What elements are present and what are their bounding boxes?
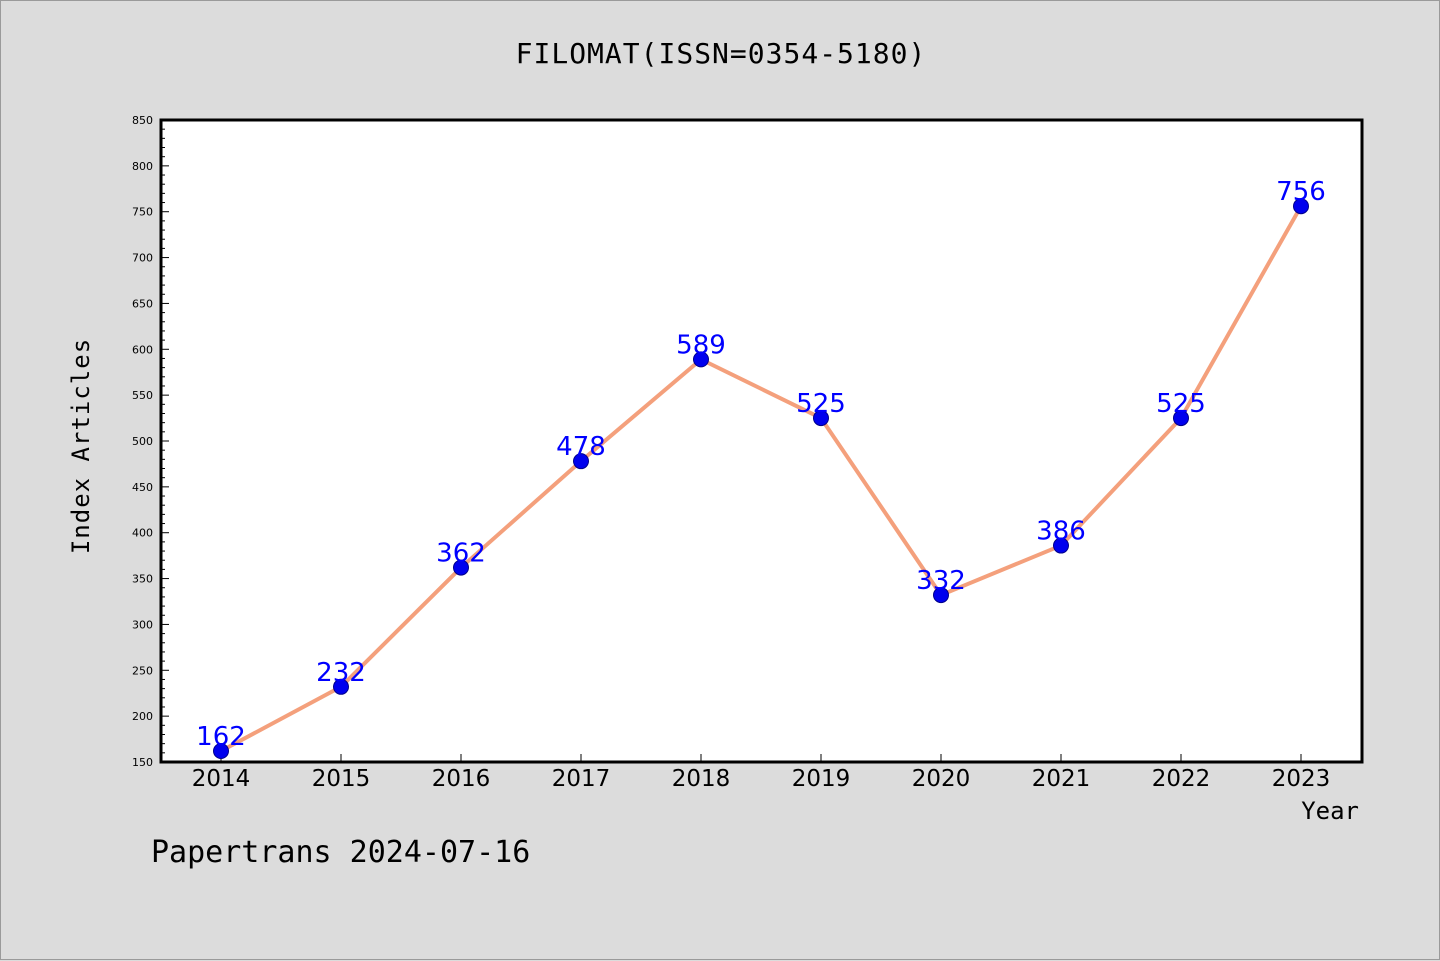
data-point	[573, 453, 589, 470]
y-tick-label: 600	[132, 343, 153, 356]
x-tick-label: 2023	[1272, 766, 1331, 792]
data-label: 232	[316, 658, 366, 688]
data-label: 362	[436, 539, 486, 569]
series-line	[219, 204, 1303, 753]
y-tick-label: 300	[132, 618, 153, 631]
x-tick-label: 2022	[1152, 766, 1211, 792]
y-tick-label: 650	[132, 297, 153, 310]
x-tick-label: 2015	[312, 766, 371, 792]
data-label: 332	[916, 566, 966, 596]
footer-note: Papertrans 2024-07-16	[151, 835, 531, 870]
y-tick-label: 550	[132, 389, 153, 402]
data-point	[1293, 198, 1309, 215]
y-tick-label: 400	[132, 527, 153, 540]
y-tick-label: 350	[132, 573, 153, 586]
data-point	[1173, 410, 1189, 427]
data-point	[1053, 537, 1069, 554]
x-tick-label: 2016	[432, 766, 491, 792]
data-label: 386	[1036, 517, 1086, 547]
y-tick-label: 500	[132, 435, 153, 448]
plot-frame	[159, 118, 1364, 764]
x-tick-label: 2014	[192, 766, 251, 792]
y-tick-label: 700	[132, 252, 153, 265]
data-point	[813, 410, 829, 427]
y-tick-label: 250	[132, 664, 153, 677]
data-point	[933, 587, 949, 604]
x-tick-label: 2021	[1032, 766, 1091, 792]
data-point	[693, 351, 709, 368]
data-point	[453, 559, 469, 576]
y-tick-label: 750	[132, 206, 153, 219]
x-tick-label: 2019	[792, 766, 851, 792]
y-tick-label: 200	[132, 710, 153, 723]
data-point	[333, 678, 349, 695]
x-tick-label: 2020	[912, 766, 971, 792]
x-tick-label: 2017	[552, 766, 611, 792]
data-label: 162	[196, 722, 246, 752]
y-tick-label: 800	[132, 160, 153, 173]
chart-title: FILOMAT(ISSN=0354-5180)	[515, 37, 927, 70]
y-tick-label: 850	[132, 114, 153, 127]
data-label: 525	[1156, 389, 1206, 419]
data-label: 756	[1276, 177, 1326, 207]
y-tick-label: 450	[132, 481, 153, 494]
data-point	[213, 742, 229, 759]
data-label: 525	[796, 389, 846, 419]
x-tick-label: 2018	[672, 766, 731, 792]
x-axis-label: Year	[1301, 797, 1359, 825]
data-label: 478	[556, 432, 606, 462]
y-tick-label: 150	[132, 756, 153, 769]
data-label: 589	[676, 330, 726, 360]
